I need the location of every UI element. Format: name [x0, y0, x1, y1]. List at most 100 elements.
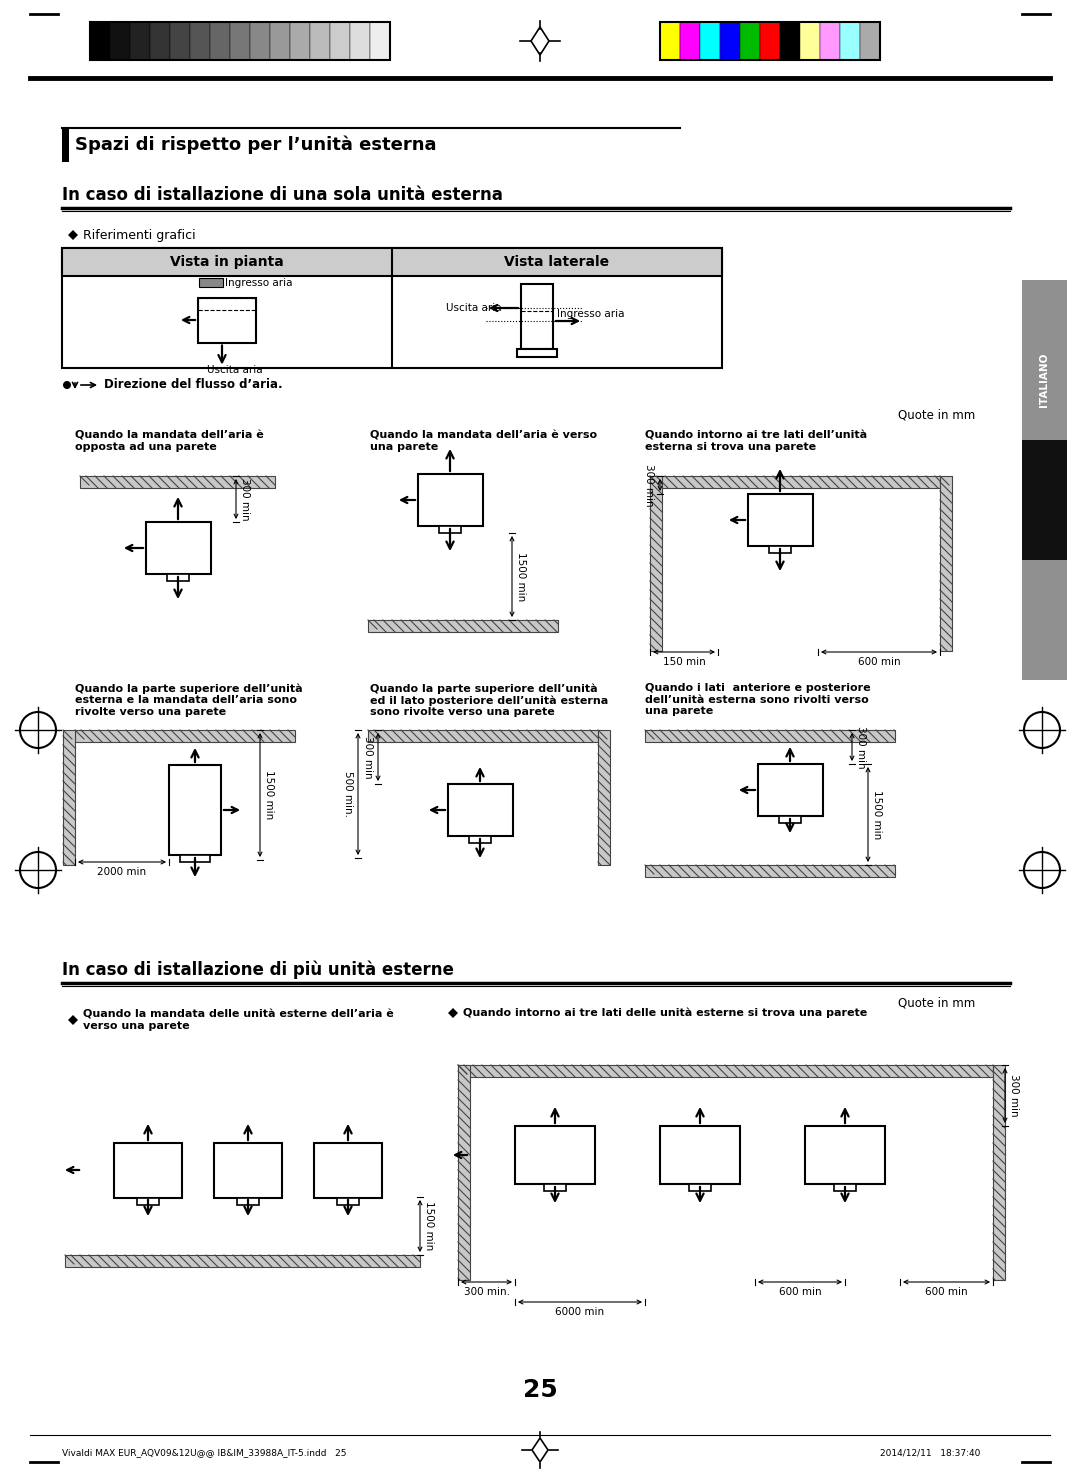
- Bar: [249, 22, 270, 61]
- Text: Spazi di rispetto per l’unità esterna: Spazi di rispetto per l’unità esterna: [75, 136, 436, 155]
- Text: Quando la mandata dell’aria è verso
una parete: Quando la mandata dell’aria è verso una …: [370, 430, 597, 452]
- Bar: [190, 22, 210, 61]
- Bar: [270, 22, 291, 61]
- Bar: [598, 731, 610, 865]
- Text: 25: 25: [523, 1379, 557, 1402]
- Bar: [75, 731, 295, 742]
- Bar: [214, 1142, 282, 1197]
- Bar: [645, 731, 895, 742]
- Text: Vista laterale: Vista laterale: [504, 255, 609, 269]
- Bar: [110, 22, 130, 61]
- Text: Quando la parte superiore dell’unità
esterna e la mandata dell’aria sono
rivolte: Quando la parte superiore dell’unità est…: [75, 683, 302, 717]
- Bar: [150, 22, 170, 61]
- Polygon shape: [68, 1015, 78, 1024]
- Bar: [230, 22, 249, 61]
- Polygon shape: [532, 1438, 548, 1463]
- Bar: [650, 475, 940, 489]
- Text: Quando la mandata delle unità esterne dell’aria è
verso una parete: Quando la mandata delle unità esterne de…: [83, 1010, 394, 1030]
- Bar: [469, 835, 491, 843]
- Bar: [62, 248, 723, 276]
- Bar: [800, 22, 820, 61]
- Bar: [370, 22, 390, 61]
- Text: Quando intorno ai tre lati dell’unità
esterna si trova una parete: Quando intorno ai tre lati dell’unità es…: [645, 430, 867, 452]
- Bar: [517, 348, 557, 357]
- Bar: [180, 855, 210, 862]
- Bar: [447, 784, 513, 835]
- Bar: [458, 1066, 993, 1077]
- Text: Vista in pianta: Vista in pianta: [171, 255, 284, 269]
- Text: 300 min: 300 min: [240, 478, 249, 521]
- Bar: [199, 277, 222, 286]
- Bar: [198, 298, 256, 342]
- Text: 1500 min: 1500 min: [424, 1201, 434, 1250]
- Text: Riferimenti grafici: Riferimenti grafici: [83, 229, 195, 242]
- Polygon shape: [68, 230, 78, 241]
- Text: 150 min: 150 min: [663, 657, 705, 667]
- Text: Uscita aria: Uscita aria: [446, 303, 501, 313]
- Text: 1500 min: 1500 min: [264, 770, 274, 819]
- Bar: [820, 22, 840, 61]
- Bar: [834, 1184, 856, 1191]
- Bar: [368, 620, 558, 632]
- Text: In caso di istallazione di più unità esterne: In caso di istallazione di più unità est…: [62, 961, 454, 979]
- Text: 500 min.: 500 min.: [343, 770, 353, 818]
- Text: In caso di istallazione di una sola unità esterna: In caso di istallazione di una sola unit…: [62, 186, 503, 204]
- Bar: [680, 22, 700, 61]
- Bar: [940, 475, 951, 651]
- Bar: [521, 283, 553, 348]
- Text: 300 min: 300 min: [363, 735, 373, 778]
- Text: 2000 min: 2000 min: [97, 866, 147, 877]
- Bar: [645, 865, 895, 877]
- Text: Ingresso aria: Ingresso aria: [225, 277, 293, 288]
- Bar: [80, 475, 275, 489]
- Bar: [993, 1066, 1005, 1280]
- Text: ITALIANO: ITALIANO: [1039, 353, 1049, 407]
- Text: Quando la parte superiore dell’unità
ed il lato posteriore dell’unità esterna
so: Quando la parte superiore dell’unità ed …: [370, 683, 608, 717]
- Text: Quando i lati  anteriore e posteriore
dell’unità esterna sono rivolti verso
una : Quando i lati anteriore e posteriore del…: [645, 683, 870, 716]
- Bar: [350, 22, 370, 61]
- Text: 600 min: 600 min: [779, 1287, 821, 1297]
- Text: 600 min: 600 min: [926, 1287, 968, 1297]
- Polygon shape: [448, 1008, 458, 1018]
- Text: Quote in mm: Quote in mm: [897, 409, 975, 422]
- Bar: [1022, 440, 1067, 559]
- Bar: [660, 1126, 740, 1184]
- Bar: [368, 731, 598, 742]
- Bar: [650, 475, 662, 651]
- Bar: [198, 298, 256, 310]
- Text: 6000 min: 6000 min: [555, 1308, 605, 1317]
- Bar: [780, 22, 800, 61]
- Text: 2014/12/11   18:37:40: 2014/12/11 18:37:40: [879, 1448, 980, 1457]
- Bar: [438, 525, 461, 533]
- Bar: [544, 1184, 566, 1191]
- Text: 300 min: 300 min: [856, 726, 866, 769]
- Bar: [90, 22, 390, 61]
- Bar: [660, 22, 680, 61]
- Text: Ingresso aria: Ingresso aria: [557, 308, 624, 319]
- Bar: [1022, 280, 1067, 680]
- Text: 600 min: 600 min: [858, 657, 901, 667]
- Text: 1500 min: 1500 min: [516, 552, 526, 601]
- Bar: [769, 546, 791, 554]
- Text: 300 min.: 300 min.: [463, 1287, 510, 1297]
- Bar: [700, 22, 720, 61]
- Bar: [130, 22, 150, 61]
- Text: 1500 min: 1500 min: [872, 790, 882, 840]
- Bar: [747, 494, 812, 546]
- Bar: [840, 22, 860, 61]
- Text: 300 min: 300 min: [1009, 1075, 1020, 1117]
- Bar: [314, 1142, 382, 1197]
- Bar: [330, 22, 350, 61]
- Bar: [458, 1066, 470, 1280]
- Bar: [310, 22, 330, 61]
- Bar: [62, 128, 69, 162]
- Text: 300 min: 300 min: [644, 463, 654, 506]
- Circle shape: [63, 381, 71, 390]
- Bar: [515, 1126, 595, 1184]
- Text: Direzione del flusso d’aria.: Direzione del flusso d’aria.: [104, 378, 283, 391]
- Bar: [418, 474, 483, 525]
- Bar: [760, 22, 780, 61]
- Polygon shape: [531, 27, 549, 55]
- Bar: [168, 765, 221, 855]
- Bar: [689, 1184, 711, 1191]
